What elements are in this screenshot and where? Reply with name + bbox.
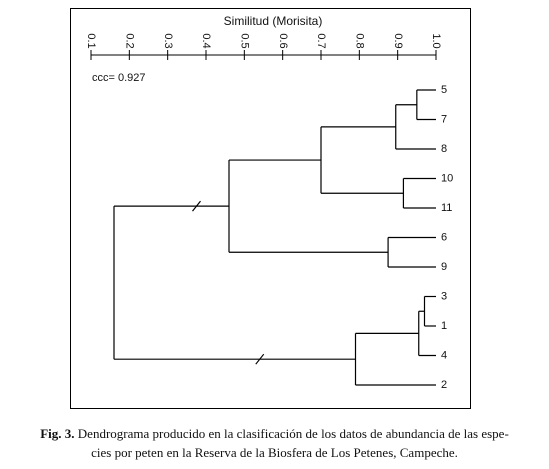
dendrogram-chart: Similitud (Morisita) 0.1 0.2 0.3 0.4 0.5 0.6 0… <box>70 8 471 409</box>
tick-label: 0.7 <box>315 33 327 48</box>
leaf-label: 4 <box>441 349 447 361</box>
leaf-label: 9 <box>441 261 447 273</box>
axis-title: Similitud (Morisita) <box>224 14 323 28</box>
leaf-label: 1 <box>441 320 447 332</box>
leaf-label: 3 <box>441 290 447 302</box>
leaf-label: 10 <box>441 172 453 184</box>
caption-text-line1: Dendrograma producido en la clasificació… <box>77 426 509 441</box>
tick-label: 1.0 <box>430 33 442 48</box>
tick-label: 0.4 <box>200 33 212 48</box>
leaf-label: 7 <box>441 113 447 125</box>
caption-text-line2: cies por peten en la Reserva de la Biosf… <box>91 445 458 460</box>
branch-break-mark <box>192 200 201 212</box>
tick-label: 0.2 <box>123 33 135 48</box>
dendrogram-tree <box>113 89 436 386</box>
ccc-label: ccc= 0.927 <box>92 72 146 84</box>
axis-ticks: 0.1 0.2 0.3 0.4 0.5 0.6 0.7 0.8 0.9 1.0 <box>85 33 442 60</box>
branch-break-mark <box>255 353 265 365</box>
leaf-label: 6 <box>441 231 447 243</box>
leaf-label: 11 <box>441 202 452 214</box>
tick-label: 0.6 <box>277 33 289 48</box>
caption-label: Fig. 3. <box>40 426 75 441</box>
leaf-label: 5 <box>441 84 447 96</box>
tick-label: 0.5 <box>238 33 250 48</box>
plot-frame <box>70 8 471 409</box>
leaf-label: 2 <box>441 379 447 391</box>
leaf-labels: 5 7 8 10 11 6 9 3 1 4 2 <box>441 84 453 391</box>
tick-label: 0.1 <box>85 33 97 48</box>
tick-label: 0.3 <box>162 33 174 48</box>
figure-caption: Fig. 3. Dendrograma producido en la clas… <box>6 424 543 462</box>
tick-label: 0.9 <box>392 33 404 48</box>
leaf-label: 8 <box>441 143 447 155</box>
tick-label: 0.8 <box>353 33 365 48</box>
